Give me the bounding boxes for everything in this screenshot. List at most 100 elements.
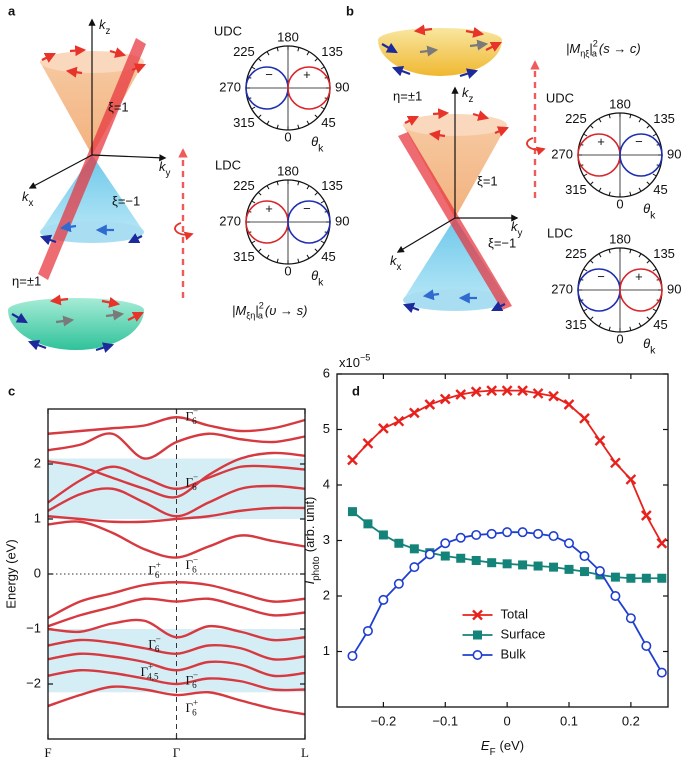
polar-angle-label: 45 xyxy=(321,115,335,130)
y-tick-label: 1 xyxy=(34,510,41,525)
polar-tick xyxy=(314,57,319,62)
marker xyxy=(533,561,543,571)
arrow xyxy=(91,154,167,162)
polar-angle-label: 315 xyxy=(233,249,255,264)
y-tick-label: 3 xyxy=(323,532,330,547)
panel-label: c xyxy=(8,383,15,398)
theta-label-part: θ xyxy=(311,268,318,283)
marker xyxy=(656,667,667,678)
marker xyxy=(378,423,389,434)
marker xyxy=(471,529,482,540)
arrow xyxy=(27,339,47,351)
marker xyxy=(393,415,405,427)
lobe-sign: − xyxy=(635,134,643,149)
marker xyxy=(656,537,668,549)
polar-angle-label: 315 xyxy=(565,182,587,197)
polar-tick xyxy=(297,258,300,263)
polar-tick xyxy=(608,114,611,119)
annotation: Γ− 6 xyxy=(185,670,198,690)
plot-frame xyxy=(336,373,669,708)
marker xyxy=(363,519,373,529)
annotation-part: + xyxy=(148,662,153,672)
annotation-part: Γ xyxy=(148,562,156,577)
annotation-part: 6 xyxy=(192,564,197,574)
arrow xyxy=(128,233,143,243)
marker xyxy=(579,551,590,562)
polar-tick xyxy=(320,240,325,244)
formula-part: | xyxy=(589,41,592,56)
theta-label-part: θ xyxy=(643,201,650,216)
polar-tick xyxy=(251,66,256,70)
legend-label: Total xyxy=(501,606,529,621)
polar-tick xyxy=(266,120,270,125)
polar-tick xyxy=(314,191,319,196)
panel-label: a xyxy=(8,3,16,18)
y-tick-label: 6 xyxy=(323,365,330,380)
arrow xyxy=(95,342,115,353)
polar-tick xyxy=(257,114,262,119)
y-multiplier: x10−5 xyxy=(339,353,370,370)
polar-tick xyxy=(297,47,300,52)
polar-angle-label: 180 xyxy=(277,163,299,178)
polar-tick xyxy=(589,181,594,186)
arrow xyxy=(109,47,127,58)
polar-angle-label: 90 xyxy=(335,79,349,94)
annotation-part: Γ xyxy=(185,672,193,687)
polar-tick xyxy=(583,133,588,137)
rotation-arrow xyxy=(174,222,194,241)
formula-part: (s → c) xyxy=(599,41,641,56)
arrow xyxy=(404,116,419,126)
polar-lobe xyxy=(619,268,663,312)
axis-label: ky xyxy=(159,159,171,178)
marker xyxy=(486,528,497,539)
lower-cone-rim xyxy=(403,289,507,311)
marker xyxy=(625,613,636,624)
series-line xyxy=(47,597,306,628)
annotation-part: 6 xyxy=(155,644,160,654)
polar-tick xyxy=(646,259,651,264)
series-line xyxy=(47,451,306,499)
polar-title: UDC xyxy=(546,90,574,105)
marker xyxy=(517,527,528,538)
series-line xyxy=(47,506,306,524)
marker xyxy=(517,385,528,396)
polar-tick xyxy=(638,187,642,192)
polar-lobe xyxy=(287,66,331,110)
marker xyxy=(610,590,621,601)
lobe-sign: − xyxy=(303,201,311,216)
marker xyxy=(563,399,575,410)
axis-label: kx xyxy=(22,189,34,208)
x-axis-label-part: (eV) xyxy=(500,738,525,753)
polar-tick xyxy=(638,118,642,123)
arrow xyxy=(491,301,506,311)
theta-label-part: k xyxy=(318,276,324,288)
axis-label-part: k xyxy=(159,159,167,174)
marker xyxy=(440,538,451,549)
marker xyxy=(579,413,590,424)
lobe-sign: + xyxy=(303,67,311,82)
annotation-part: 6 xyxy=(192,680,197,690)
polar-angle-label: 0 xyxy=(284,263,291,278)
theta-label-part: k xyxy=(650,209,656,221)
marker xyxy=(347,650,358,661)
polar-angle-label: 135 xyxy=(321,178,343,193)
polar-tick xyxy=(276,124,279,129)
series-line xyxy=(351,389,663,544)
arrow xyxy=(432,108,450,120)
marker xyxy=(549,562,559,572)
series-line xyxy=(47,652,306,678)
marker xyxy=(455,389,467,400)
axis-label-part: z xyxy=(106,25,111,36)
arrow xyxy=(469,39,489,51)
annotation-part: Γ xyxy=(185,408,193,423)
xi-label: ξ=−1 xyxy=(488,235,516,250)
marker xyxy=(625,474,637,485)
x-tick-label: F xyxy=(44,745,51,760)
polar-angle-label: 225 xyxy=(233,44,255,59)
series-line xyxy=(47,416,306,435)
arrow xyxy=(485,42,502,52)
marker xyxy=(362,625,373,636)
polar-tick xyxy=(320,106,325,110)
polar-tick xyxy=(638,322,642,327)
panel-label: b xyxy=(346,3,354,18)
